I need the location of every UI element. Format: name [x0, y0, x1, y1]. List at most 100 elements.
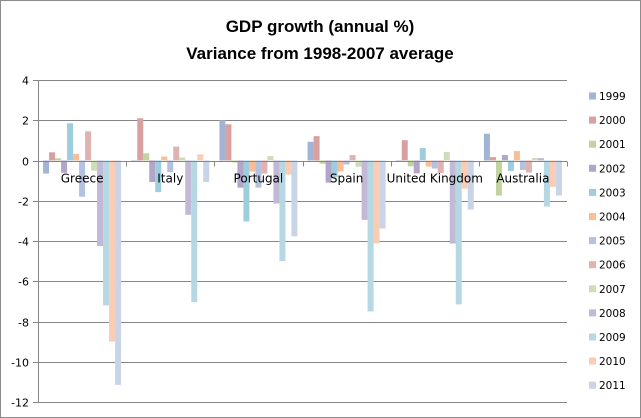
category-labels: Greece Italy Portugal Spain United Kingdom Au… [61, 172, 550, 186]
bar-2010-australia [549, 160, 556, 187]
bar-2001-australia [495, 160, 502, 196]
bar-2011-spain [379, 160, 386, 229]
legend-label: 2011 [599, 380, 626, 392]
y-tick-label: 0 [22, 156, 29, 169]
bar-2007-united-kingdom [443, 152, 450, 161]
legend-label: 2002 [599, 163, 626, 175]
bar-2008-spain [361, 160, 368, 220]
legend: 1999 2000 2001 2002 2003 2004 2005 2006 2007 2008… [589, 91, 626, 392]
bar-2010-united-kingdom [461, 160, 468, 189]
chart-title: GDP growth (annual %) [226, 17, 415, 36]
bar-2002-australia [501, 155, 508, 161]
legend-swatch-2003 [589, 188, 596, 196]
bar-2009-australia [543, 160, 550, 207]
category-label: Greece [61, 172, 104, 186]
legend-label: 1999 [599, 91, 626, 103]
bar-2005-portugal [255, 160, 262, 188]
category-label: United Kingdom [387, 172, 483, 186]
y-tick-label: -10 [11, 357, 29, 370]
bar-2005-spain [343, 160, 350, 165]
bar-2003-spain [331, 160, 338, 178]
bars [43, 118, 562, 385]
legend-label: 2009 [599, 332, 626, 344]
bar-2003-greece [67, 123, 74, 161]
bar-2005-greece [79, 160, 86, 197]
legend-swatch-2010 [589, 357, 596, 365]
legend-swatch-2001 [589, 140, 596, 148]
bar-2004-portugal [249, 160, 256, 172]
bar-2008-italy [185, 160, 192, 215]
bar-2007-australia [531, 158, 538, 161]
bar-2008-greece [97, 160, 104, 247]
bar-2000-united-kingdom [401, 140, 408, 161]
bar-2007-italy [179, 157, 186, 161]
bar-2011-italy [203, 160, 210, 183]
bar-2006-australia [525, 160, 532, 173]
y-tick-label: 2 [22, 115, 29, 128]
category-label: Portugal [234, 172, 284, 186]
bar-2010-spain [373, 160, 380, 244]
bar-2009-spain [367, 160, 374, 312]
bar-2009-greece [103, 160, 110, 306]
bar-2001-italy [143, 153, 150, 161]
bar-2003-united-kingdom [419, 148, 426, 161]
y-tick-label: -4 [18, 236, 29, 249]
bar-2004-greece [73, 153, 80, 161]
bar-2009-italy [191, 160, 198, 302]
legend-swatch-2009 [589, 333, 596, 341]
legend-label: 2005 [599, 236, 626, 248]
bar-2005-italy [167, 160, 174, 173]
bar-2006-greece [85, 131, 92, 161]
legend-swatch-2006 [589, 261, 596, 269]
bar-1999-portugal [219, 120, 226, 161]
bar-2006-spain [349, 155, 356, 161]
bar-2000-italy [137, 118, 144, 161]
y-tick-label: -2 [18, 196, 29, 209]
legend-label: 2004 [599, 212, 626, 224]
bar-1999-greece [43, 160, 50, 174]
bar-2004-united-kingdom [425, 160, 432, 167]
bar-2005-australia [519, 160, 526, 170]
y-tick-label: -12 [11, 397, 29, 410]
bar-2011-greece [115, 160, 122, 385]
legend-swatch-2011 [589, 381, 596, 389]
bar-1999-australia [483, 133, 490, 161]
y-tick-label: 4 [22, 75, 29, 88]
chart-subtitle: Variance from 1998-2007 average [186, 44, 453, 63]
bar-2001-spain [319, 160, 326, 164]
legend-label: 2006 [599, 260, 626, 272]
bar-2003-australia [507, 160, 514, 171]
bar-2008-united-kingdom [449, 160, 456, 244]
legend-swatch-2007 [589, 285, 596, 293]
bar-2010-greece [109, 160, 116, 342]
bar-2004-spain [337, 160, 344, 172]
bar-2000-spain [313, 136, 320, 161]
bar-2010-portugal [285, 160, 292, 175]
legend-swatch-2008 [589, 309, 596, 317]
bar-2007-spain [355, 160, 362, 167]
bar-2007-portugal [267, 156, 274, 161]
legend-swatch-2000 [589, 116, 596, 124]
bar-2004-australia [513, 151, 520, 161]
bar-2011-united-kingdom [467, 160, 474, 210]
bar-2006-italy [173, 146, 180, 161]
legend-swatch-2002 [589, 164, 596, 172]
legend-swatch-2005 [589, 237, 596, 245]
bar-2000-australia [489, 157, 496, 161]
bar-2001-greece [55, 158, 62, 161]
bar-2004-italy [161, 156, 168, 161]
y-tick-label: -6 [18, 276, 29, 289]
bar-2011-portugal [291, 160, 298, 237]
bar-2000-greece [49, 152, 56, 161]
gridlines [33, 80, 567, 403]
legend-label: 2010 [599, 356, 626, 368]
bar-2009-portugal [279, 160, 286, 262]
bar-2006-portugal [261, 160, 268, 174]
axes: 4 2 0 -2 -4 -6 -8 -10 -12 [11, 75, 568, 410]
category-label: Australia [496, 172, 549, 186]
bar-2008-australia [537, 158, 544, 161]
legend-label: 2000 [599, 115, 626, 127]
bar-2009-united-kingdom [455, 160, 462, 305]
bar-2007-greece [91, 160, 98, 171]
